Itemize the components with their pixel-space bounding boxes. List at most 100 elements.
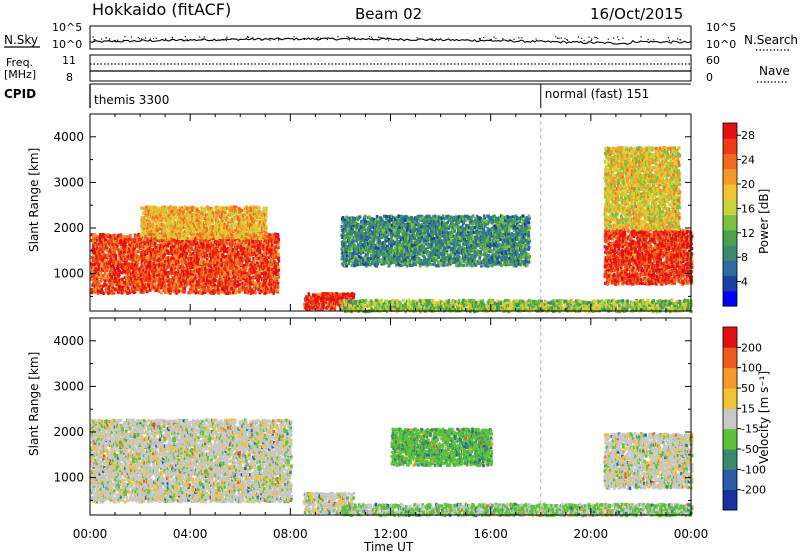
data-cell [190,247,193,250]
data-cell [202,283,205,286]
nave-label: Nave [759,64,790,78]
data-cell [259,210,262,213]
nsearch-dot [491,39,492,40]
data-cell [181,267,184,270]
nsearch-dot [316,38,317,39]
nsearch-dot [248,37,249,38]
nsearch-dot [608,39,609,40]
data-cell [348,262,351,265]
data-cell [180,237,183,240]
data-cell [277,289,280,292]
nsearch-dot [641,36,642,37]
nsearch-dot [372,38,373,39]
data-cell [235,212,238,215]
data-cell [217,241,220,244]
nsearch-dot [333,38,334,39]
data-cell [261,272,264,275]
nsearch-dot [591,40,592,41]
nsky-left-tick-bottom: 10^0 [52,38,82,51]
data-cell [276,262,279,265]
data-cell [236,266,239,269]
data-cell [252,276,255,279]
nsearch-dot [668,37,669,38]
nsearch-dot [109,38,110,39]
nsky-right-tick-bottom: 10^0 [706,38,736,51]
nsearch-dot [204,36,205,37]
nsky-line [90,38,691,45]
data-cell [265,215,268,218]
data-cell [244,223,247,226]
power-data-layer [90,114,693,313]
data-cell [241,209,244,212]
data-cell [322,292,325,295]
data-cell [229,273,232,276]
data-cell [264,231,267,234]
nsearch-dot [327,39,328,40]
nsearch-dot [101,38,102,39]
freq-left-tick-bottom: 8 [66,71,73,84]
nsky-panel: N.Sky 10^5 10^0 10^5 10^0 N.Search [4,21,798,51]
nsearch-dot [594,37,595,38]
data-cell [105,283,108,286]
nsearch-dot [165,38,166,39]
data-cell [178,289,181,292]
data-cell [359,215,362,218]
nsearch-dot [361,38,362,39]
nsearch-dot [584,40,585,41]
data-cell [94,289,97,292]
nsearch-dot [479,38,480,39]
data-cell [362,222,365,225]
nsearch-dot [185,36,186,37]
nsearch-dot [618,39,619,40]
data-cell [310,296,313,299]
data-cell [308,292,311,295]
nsearch-dot [561,37,562,38]
nsearch-dot [369,36,370,37]
nsearch-dot [252,37,253,38]
data-cell [277,253,280,256]
nsearch-dot [278,39,279,40]
nsearch-dot [378,37,379,38]
nsearch-dot [170,39,171,40]
freq-label-line2: [MHz] [4,68,36,81]
nsearch-dot [388,40,389,41]
data-cell [234,275,237,278]
nsky-frame [90,26,691,49]
data-cell [175,278,178,281]
nsearch-dot [514,39,515,40]
nsky-label: N.Sky [4,33,38,47]
nsearch-dot [371,37,372,38]
data-cell [364,228,367,231]
data-cell [277,273,280,276]
data-cell [277,266,280,269]
data-cell [129,234,132,237]
data-cell [258,206,261,209]
nsearch-dot [123,40,124,41]
data-cell [146,290,149,293]
nsearch-dot [354,39,355,40]
data-cell [255,206,258,209]
data-cell [265,207,268,210]
data-cell [378,258,381,261]
nsearch-dot [124,36,125,37]
data-cell [334,308,337,311]
nsearch-dot [521,37,522,38]
data-cell [245,267,248,270]
nsearch-dot [417,37,418,38]
data-cell [157,286,160,289]
nsearch-dot [518,37,519,38]
data-cell [364,215,367,218]
nsearch-dot [281,39,282,40]
nsearch-dot [349,39,350,40]
nsearch-dot [199,36,200,37]
data-cell [210,275,213,278]
data-cell [98,283,101,286]
nsearch-dot [93,36,94,37]
nsearch-dot [536,38,537,39]
nsearch-dot [653,39,654,40]
nsearch-dot [201,39,202,40]
data-cell [210,287,213,290]
data-cell [265,225,268,228]
data-cell [114,254,117,257]
